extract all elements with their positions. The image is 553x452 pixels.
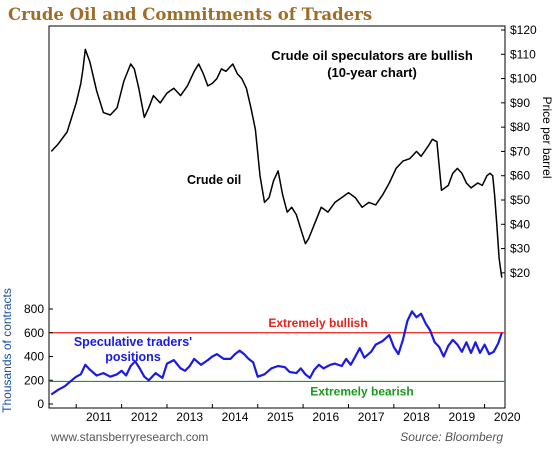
price-tick-label: $120: [510, 23, 537, 37]
chart-annotation-line: Crude oil speculators are bullish: [271, 48, 473, 63]
plot-frame: [48, 25, 506, 409]
x-tick-label: 2017: [358, 410, 385, 424]
price-tick-label: $60: [510, 169, 530, 183]
chart-title: Crude Oil and Commitments of Traders: [8, 5, 372, 24]
price-tick-label: $70: [510, 144, 530, 158]
price-tick-label: $20: [510, 266, 530, 280]
x-tick-label: 2019: [449, 410, 476, 424]
footer-source: Source: Bloomberg: [400, 430, 503, 444]
positions-tick-label: 200: [24, 373, 44, 387]
positions-tick-label: 400: [24, 350, 44, 364]
positions-tick-label: 600: [24, 326, 44, 340]
positions-series-label: positions: [105, 350, 161, 364]
x-tick-label: 2014: [222, 410, 249, 424]
crude-oil-line: [50, 48, 503, 278]
reference-line-label: Extremely bearish: [310, 384, 413, 398]
positions-series-label: Speculative traders': [74, 335, 192, 349]
x-tick-label: 2012: [131, 410, 158, 424]
x-tick-label: 2015: [267, 410, 294, 424]
chart-annotation-line: (10-year chart): [327, 65, 417, 80]
x-tick-label: 2020: [494, 410, 521, 424]
price-tick-label: $40: [510, 217, 530, 231]
positions-tick-label: 0: [37, 397, 44, 411]
positions-axis-label: Thousands of contracts: [0, 288, 14, 413]
x-tick-label: 2016: [312, 410, 339, 424]
crude-oil-series-label: Crude oil: [187, 173, 241, 187]
price-axis-label: Price per barrel: [540, 96, 553, 178]
reference-line-label: Extremely bullish: [268, 316, 367, 330]
footer-source-site: www.stansberryresearch.com: [50, 430, 208, 444]
reference-lines-layer: Extremely bullish Extremely bearish: [49, 316, 505, 398]
price-tick-label: $100: [510, 72, 537, 86]
price-tick-label: $30: [510, 242, 530, 256]
price-tick-label: $110: [510, 47, 536, 61]
labels-layer: Crude oil speculators are bullish (10-yea…: [74, 48, 473, 364]
price-tick-label: $90: [510, 96, 530, 110]
price-tick-label: $80: [510, 120, 530, 134]
x-tick-label: 2011: [86, 410, 112, 424]
positions-tick-label: 800: [24, 302, 44, 316]
x-tick-label: 2013: [176, 410, 203, 424]
series-layer: [50, 48, 503, 396]
positions-line: [50, 310, 503, 396]
x-tick-label: 2018: [403, 410, 430, 424]
price-tick-label: $50: [510, 193, 530, 207]
axes-layer: 2011 2012 2013 2014 2015 2016 2017 2018 2019 2020…: [0, 23, 553, 424]
